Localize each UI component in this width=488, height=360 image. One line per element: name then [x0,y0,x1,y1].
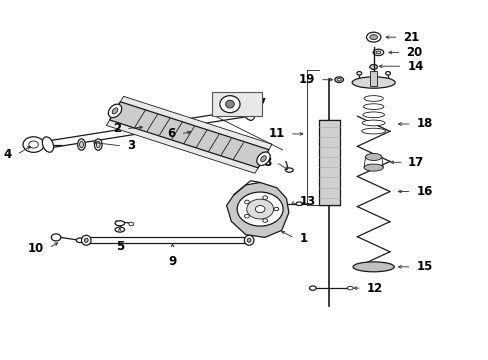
Circle shape [244,214,249,218]
Circle shape [51,234,61,241]
Text: 1: 1 [299,231,307,245]
Text: 16: 16 [415,185,432,198]
Ellipse shape [346,286,352,290]
Text: 21: 21 [403,31,419,44]
Ellipse shape [220,96,240,113]
Ellipse shape [356,72,361,75]
FancyBboxPatch shape [212,93,262,116]
Polygon shape [226,183,288,238]
Text: 20: 20 [406,46,422,59]
Circle shape [255,206,264,213]
Ellipse shape [361,128,385,134]
Ellipse shape [225,100,234,108]
Ellipse shape [352,262,393,272]
Ellipse shape [375,51,380,54]
Text: 17: 17 [407,156,424,169]
Circle shape [246,199,273,219]
Circle shape [273,207,278,211]
Text: 5: 5 [116,239,123,253]
Ellipse shape [363,104,383,109]
Ellipse shape [385,72,389,75]
Ellipse shape [243,105,254,120]
Bar [318,120,339,205]
Ellipse shape [362,120,384,126]
Ellipse shape [96,141,100,148]
Ellipse shape [129,222,133,226]
Text: 11: 11 [268,127,285,140]
Ellipse shape [81,235,91,245]
Ellipse shape [76,238,84,243]
Ellipse shape [365,153,381,161]
Ellipse shape [285,168,293,172]
Ellipse shape [369,64,377,69]
Circle shape [262,196,267,199]
Text: 18: 18 [415,117,432,130]
Ellipse shape [42,137,54,152]
Text: 6: 6 [167,127,176,140]
Ellipse shape [295,202,302,206]
Text: 7: 7 [257,97,265,110]
Ellipse shape [115,227,124,232]
Ellipse shape [244,235,253,245]
Text: 12: 12 [366,282,382,294]
Circle shape [244,200,249,204]
Ellipse shape [247,238,250,242]
Circle shape [23,137,44,152]
Ellipse shape [364,164,383,171]
Text: 9: 9 [168,255,176,268]
Ellipse shape [366,32,380,42]
Ellipse shape [260,156,266,162]
Text: 14: 14 [407,60,423,73]
Circle shape [237,192,283,226]
Ellipse shape [112,108,118,114]
Text: 19: 19 [298,73,315,86]
Ellipse shape [309,286,316,290]
Ellipse shape [337,78,341,81]
Ellipse shape [108,104,122,118]
Text: 2: 2 [113,122,121,135]
Circle shape [29,141,38,148]
Text: 13: 13 [299,195,315,208]
Ellipse shape [369,35,377,40]
Ellipse shape [115,221,124,226]
Ellipse shape [94,139,102,150]
Text: 15: 15 [415,260,432,273]
Ellipse shape [372,49,383,55]
Polygon shape [109,102,268,168]
Ellipse shape [78,139,85,150]
Text: 3: 3 [127,139,135,153]
Text: 4: 4 [4,148,12,161]
Ellipse shape [362,112,384,118]
Text: 10: 10 [28,242,44,255]
Polygon shape [106,96,271,173]
Bar [369,71,377,86]
Ellipse shape [80,141,83,148]
Circle shape [262,219,267,222]
Ellipse shape [364,96,383,101]
Ellipse shape [84,238,88,242]
Ellipse shape [256,152,270,166]
Ellipse shape [351,77,394,88]
Ellipse shape [334,77,343,82]
Text: 8: 8 [263,156,271,169]
